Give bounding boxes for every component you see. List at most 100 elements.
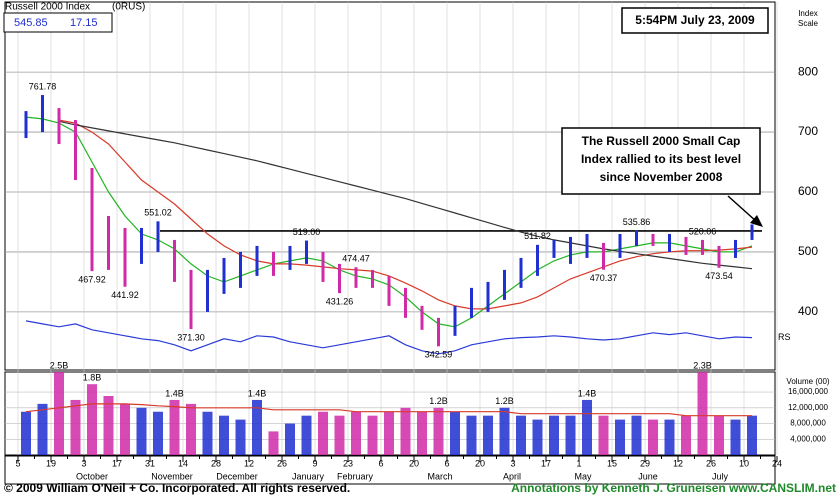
price-change: 17.15	[70, 17, 98, 29]
y-tick-label: 400	[798, 304, 818, 318]
volume-bar	[384, 411, 394, 455]
x-tick-label: 15	[607, 458, 617, 468]
volume-bar	[268, 431, 279, 455]
x-tick-label: 17	[541, 458, 551, 468]
volume-bar	[697, 372, 708, 455]
volume-bar	[186, 403, 196, 455]
volume-label: 2.5B	[50, 360, 69, 370]
grid	[5, 2, 778, 462]
high-label: 535.86	[623, 217, 651, 227]
copyright: © 2009 William O'Neil + Co. Incorporated…	[4, 481, 350, 495]
x-tick-label: 28	[211, 458, 221, 468]
month-label: October	[76, 471, 108, 481]
volume-bar	[598, 415, 609, 455]
volume-bar	[747, 415, 757, 455]
volume-label: 2.3B	[693, 360, 712, 370]
line-label: RS	[778, 332, 791, 342]
volume-bar	[334, 415, 345, 455]
month-label: March	[427, 471, 452, 481]
date-axis	[4, 455, 776, 485]
month-label: April	[503, 471, 521, 481]
volume-bar	[466, 415, 477, 455]
price-layer	[24, 95, 762, 355]
volume-bar	[417, 411, 427, 455]
low-label: 342.59	[425, 350, 453, 360]
volume-layer	[21, 372, 757, 455]
month-label: November	[151, 471, 193, 481]
volume-bar	[532, 419, 543, 455]
volume-bar	[400, 407, 411, 455]
volume-bar	[153, 411, 163, 455]
high-label: 519.00	[293, 227, 321, 237]
high-label: 474.47	[342, 254, 370, 264]
volume-bar	[169, 399, 180, 455]
volume-average	[25, 403, 752, 417]
volume-bar	[202, 411, 213, 455]
volume-bar	[367, 415, 378, 455]
volume-bar	[499, 407, 510, 455]
low-label: 467.92	[78, 275, 106, 285]
y-tick-label: 800	[798, 64, 818, 78]
arrow-head	[750, 215, 763, 227]
volume-bar	[235, 419, 246, 455]
low-label: 473.54	[705, 271, 733, 281]
volume-bar	[318, 411, 328, 455]
x-tick-label: 12	[244, 458, 254, 468]
x-tick-label: 19	[46, 458, 56, 468]
x-tick-label: 20	[475, 458, 485, 468]
month-label: January	[292, 471, 325, 481]
volume-bar	[54, 372, 64, 455]
volume-bar	[252, 399, 262, 455]
volume-bar	[516, 415, 526, 455]
low-label: 470.37	[590, 273, 618, 283]
volume-bar	[483, 415, 493, 455]
y-tick-label: 700	[798, 124, 818, 138]
volume-tick-label: 12,000,000	[788, 403, 829, 412]
low-label: 441.92	[111, 290, 139, 300]
x-tick-label: 12	[673, 458, 683, 468]
x-tick-label: 24	[772, 458, 782, 468]
x-tick-label: 3	[510, 458, 515, 468]
volume-label: 1.2B	[429, 396, 448, 406]
marks	[21, 95, 762, 455]
volume-tick-label: 4,000,000	[790, 434, 826, 443]
high-label: 511.82	[524, 231, 551, 241]
y-label: Index	[798, 9, 818, 18]
volume-label: 1.4B	[578, 388, 597, 398]
month-label: June	[638, 471, 658, 481]
last-price: 545.85	[14, 17, 48, 29]
month-label: May	[574, 471, 592, 481]
volume-bar	[450, 411, 460, 455]
volume-label: 1.8B	[83, 373, 102, 383]
x-tick-label: 6	[378, 458, 383, 468]
volume-label: 1.4B	[165, 388, 184, 398]
volume-bar	[433, 407, 444, 455]
x-tick-label: 26	[706, 458, 716, 468]
month-label: December	[216, 471, 258, 481]
volume-bar	[730, 419, 741, 455]
ma-line	[58, 120, 753, 270]
volume-bar	[87, 384, 97, 455]
y-label: Scale	[798, 19, 819, 28]
volume-bar	[582, 399, 592, 455]
annotation: Index rallied to its best level	[581, 152, 741, 166]
quote-box	[3, 12, 113, 33]
x-tick-label: 20	[409, 458, 419, 468]
x-tick-label: 9	[312, 458, 317, 468]
volume-bar	[301, 415, 312, 455]
x-tick-label: 26	[277, 458, 287, 468]
volume-bar	[285, 423, 295, 455]
y-tick-label: 600	[798, 184, 818, 198]
volume-bar	[219, 415, 229, 455]
volume-label: Volume (00)	[786, 377, 829, 386]
volume-bar	[103, 395, 114, 455]
x-tick-label: 5	[15, 458, 20, 468]
high-label: 551.02	[144, 208, 172, 218]
annotation: The Russell 2000 Small Cap	[582, 134, 741, 148]
timestamp-box	[621, 7, 769, 34]
annotation: since November 2008	[600, 170, 723, 184]
volume-bar	[714, 415, 724, 455]
annotation-arrow	[727, 195, 758, 223]
volume-bar	[664, 419, 675, 455]
